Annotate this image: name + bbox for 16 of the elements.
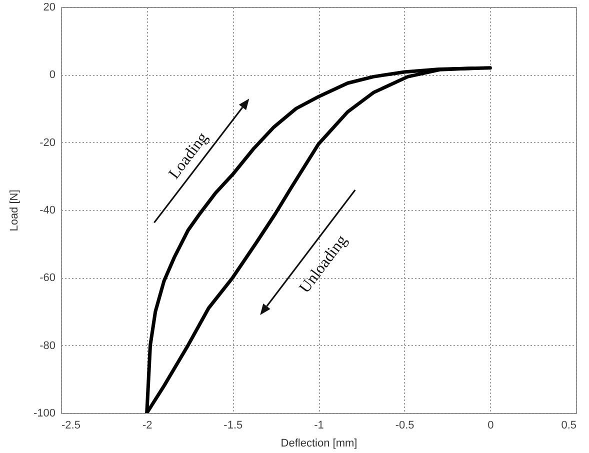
x-tick-label: 0.5 (561, 420, 576, 432)
y-tick-label: -100 (33, 408, 56, 420)
y-tick-label: 20 (43, 2, 56, 14)
x-tick-label: -2 (142, 420, 152, 432)
y-tick-label: -20 (40, 136, 56, 149)
x-axis-title: Deflection [mm] (280, 438, 358, 450)
y-axis-title: Load [N] (8, 190, 20, 232)
x-tick-label: 0 (488, 420, 494, 432)
x-tick-label: -1.5 (224, 420, 243, 432)
y-tick-label: 0 (49, 69, 56, 82)
x-tick-label: -2.5 (62, 420, 80, 432)
x-tick-label: -0.5 (395, 420, 414, 432)
y-tick-label: -40 (40, 204, 56, 216)
y-tick-label: -80 (40, 340, 56, 352)
y-tick-label: -60 (40, 272, 56, 284)
x-tick-label: -1 (314, 420, 324, 432)
